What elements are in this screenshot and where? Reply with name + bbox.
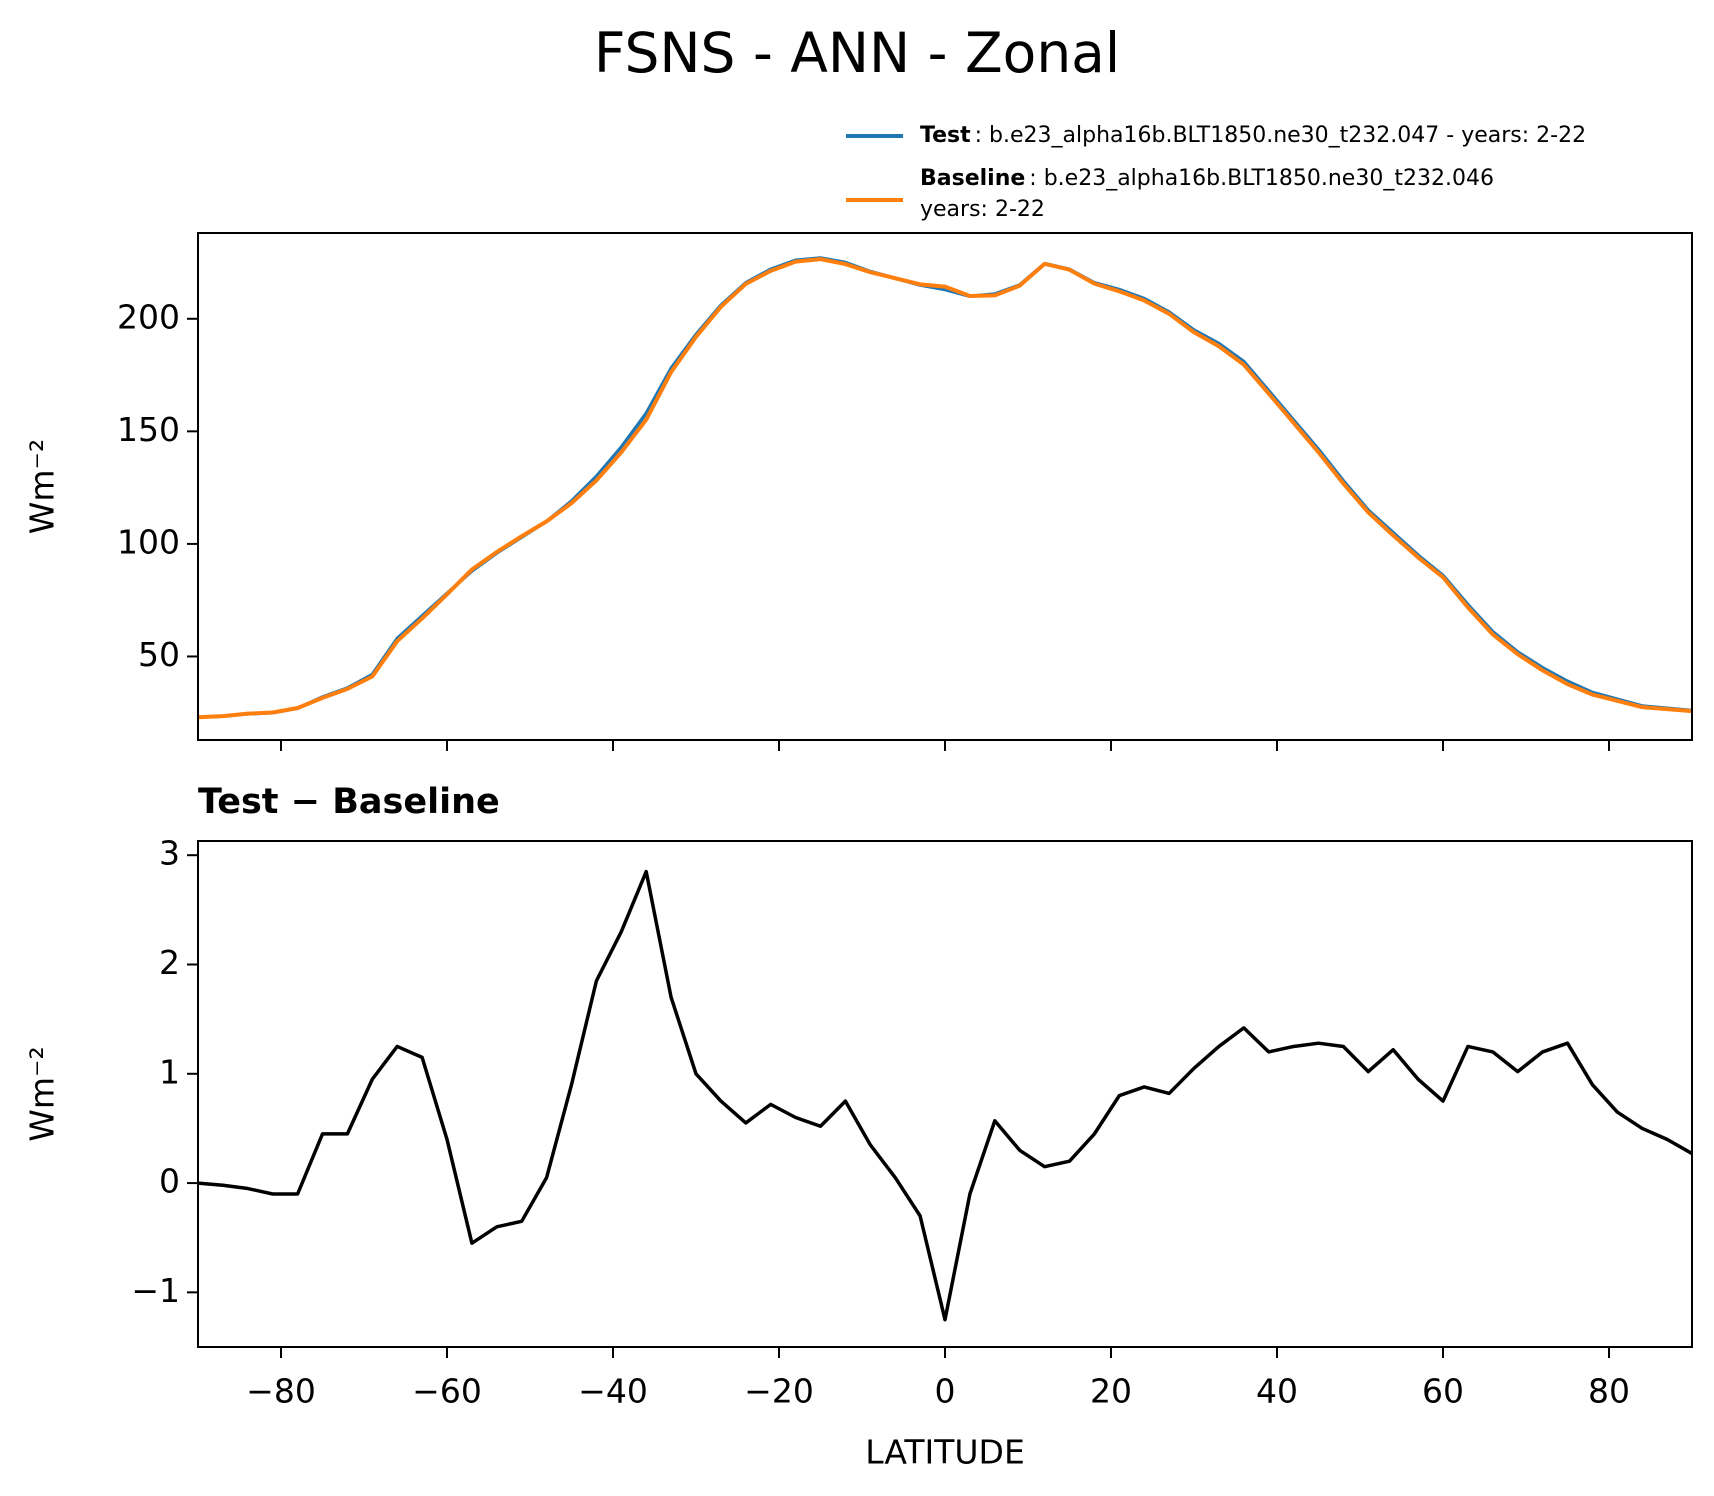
legend-entry: Test: b.e23_alpha16b.BLT1850.ne30_t232.0… <box>920 123 1586 148</box>
y-tick-label: 150 <box>117 410 180 449</box>
legend-description: : b.e23_alpha16b.BLT1850.ne30_t232.046 <box>1029 166 1494 191</box>
x-axis-label: LATITUDE <box>865 1433 1025 1472</box>
legend-description: years: 2-22 <box>920 197 1045 222</box>
y-tick-label: 0 <box>159 1162 180 1201</box>
legend-name: Test <box>920 123 971 148</box>
y-tick-label: 1 <box>159 1052 180 1091</box>
axes-frame <box>197 232 1693 741</box>
legend-description: : b.e23_alpha16b.BLT1850.ne30_t232.047 -… <box>975 123 1586 148</box>
y-tick-label: 100 <box>117 522 180 561</box>
y-tick-label: −1 <box>131 1271 180 1310</box>
subplot-title: Test − Baseline <box>198 782 500 822</box>
y-axis-label: Wm⁻² <box>23 439 62 534</box>
x-tick-label: 40 <box>1256 1372 1298 1411</box>
x-tick-label: −40 <box>578 1372 648 1411</box>
y-tick-label: 2 <box>159 943 180 982</box>
x-tick-label: 20 <box>1090 1372 1132 1411</box>
chart-title: FSNS - ANN - Zonal <box>594 21 1120 85</box>
legend-name: Baseline <box>920 166 1025 191</box>
x-tick-label: −80 <box>246 1372 316 1411</box>
x-tick-label: 80 <box>1588 1372 1630 1411</box>
data-line <box>198 256 1692 720</box>
y-tick-label: 200 <box>117 297 180 336</box>
data-line <box>198 869 1692 1322</box>
data-line <box>198 257 1692 720</box>
y-axis-label: Wm⁻² <box>23 1046 62 1141</box>
y-tick-label: 3 <box>159 834 180 873</box>
x-tick-label: 60 <box>1422 1372 1464 1411</box>
x-tick-label: −60 <box>412 1372 482 1411</box>
x-tick-label: −20 <box>744 1372 814 1411</box>
axes-frame <box>197 840 1693 1348</box>
x-tick-label: 0 <box>935 1372 956 1411</box>
y-tick-label: 50 <box>138 635 180 674</box>
legend-entry: Baseline: b.e23_alpha16b.BLT1850.ne30_t2… <box>920 166 1494 191</box>
